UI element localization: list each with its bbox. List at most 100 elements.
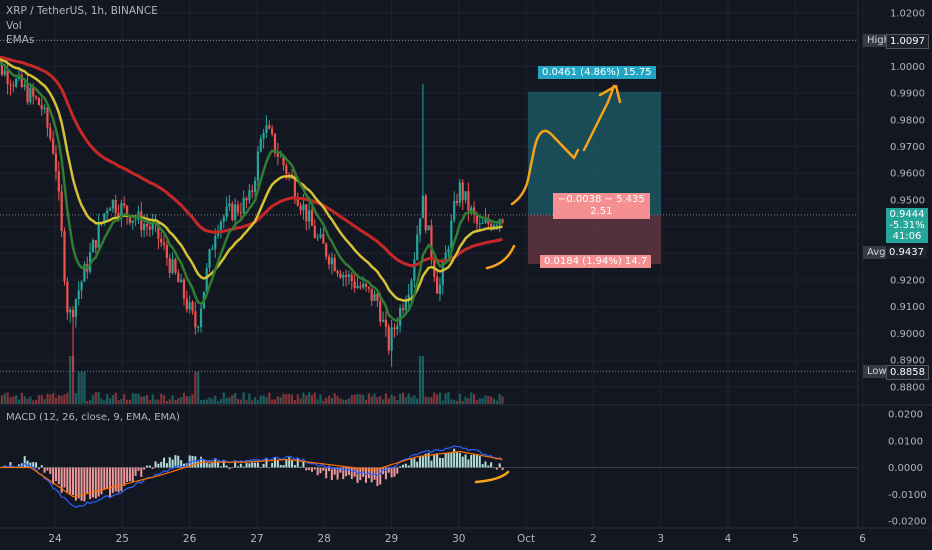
last-price-tag: 0.9444 -5.31% 41:06 [886,208,928,243]
volume-bar [293,400,297,404]
candle-body [467,191,470,211]
macd-histogram-bar [288,457,291,468]
candle-body [327,256,331,265]
candle-body [225,206,228,217]
candle-body [282,156,285,166]
volume-bar [464,396,467,404]
volume-bar [197,372,200,404]
volume-bar [381,399,385,404]
volume-bar [276,396,279,404]
candle-body [157,221,160,239]
candle-body [211,248,214,250]
macd-tick-label: -0.0200 [888,517,927,528]
volume-bar [424,396,427,404]
volume-bar [89,400,92,404]
candle-body [52,138,55,154]
candle-body [177,272,180,283]
emas-indicator-label[interactable]: EMAs [6,34,35,46]
price-tick-label: 0.9500 [890,195,925,206]
candle-body [12,85,15,87]
candle-body [455,200,459,203]
macd-histogram-bar [242,466,245,468]
macd-histogram-bar [180,460,183,468]
macd-histogram-bar [310,467,313,472]
macd-histogram-bar [54,467,57,482]
volume-bar [481,398,484,404]
volume-bar [436,394,439,404]
macd-tick-label: 0.0100 [888,436,923,447]
macd-histogram-bar [46,467,49,471]
macd-histogram-bar [29,462,32,468]
macd-indicator-label[interactable]: MACD (12, 26, close, 9, EMA, EMA) [6,412,180,423]
volume-bar [259,395,262,404]
volume-bar [441,400,444,404]
macd-histogram-bar [80,467,83,501]
candle-body [242,197,245,214]
volume-bar [83,372,86,404]
volume-bar [231,395,234,404]
price-tick-label: 1.0000 [890,62,925,73]
volume-bar [279,397,282,404]
candle-body [262,132,265,139]
macd-histogram-bar [32,462,35,468]
macd-histogram-bar [436,453,439,468]
candle-body [438,284,442,294]
macd-histogram-bar [478,456,481,468]
candle-body [470,207,473,211]
volume-bar [188,396,191,404]
candle-body [364,283,368,287]
macd-histogram-bar [237,466,240,468]
macd-histogram-bar [83,467,86,502]
candle-body [69,309,72,313]
time-tick-label: 4 [725,533,732,545]
volume-bar [54,397,58,404]
macd-line [0,445,503,509]
macd-histogram-bar [441,458,444,468]
candle-body [134,219,137,221]
candle-body [94,240,97,248]
candle-body [396,325,399,330]
risk-reward-box: −0.0038 ~ 5.435 2.51 [553,193,650,219]
macd-histogram-bar [347,467,350,475]
volume-bar [143,396,146,404]
stop-label: 0.0184 (1.94%) 14.7 [540,255,652,268]
symbol-title[interactable]: XRP / TetherUS, 1h, BINANCE [6,5,158,17]
price-tick-label: 0.9200 [890,276,925,287]
macd-histogram-bar [245,463,248,468]
candle-body [23,84,26,87]
volume-bar [370,396,373,404]
candle-body [160,238,163,243]
macd-tick-label: -0.0100 [888,490,927,501]
macd-histogram-bar [117,467,120,493]
macd-histogram-bar [410,458,413,468]
vol-indicator-label[interactable]: Vol [6,20,22,32]
macd-histogram-bar [60,467,63,493]
candle-body [123,203,126,206]
macd-histogram-bar [205,462,208,468]
candle-body [60,191,63,232]
macd-histogram-bar [387,467,390,473]
macd-histogram-bar [134,467,137,476]
candle-body [305,204,308,222]
candle-body [251,190,254,192]
macd-histogram-bar [89,467,92,500]
candle-body [128,215,132,224]
volume-bar [359,394,362,404]
macd-histogram-bar [106,467,109,489]
macd-histogram-bar [208,463,211,468]
volume-bar [487,396,490,404]
candle-body [49,127,52,139]
candle-body [9,84,12,86]
candle-body [330,257,333,265]
volume-bar [37,395,41,404]
candle-body [151,223,154,230]
macd-histogram-bar [228,467,231,470]
macd-histogram-bar [234,462,237,468]
volume-bar [49,394,52,404]
candle-body [89,252,92,272]
macd-histogram-bar [473,453,476,468]
macd-histogram-bar [74,467,77,501]
candle-body [495,224,498,226]
